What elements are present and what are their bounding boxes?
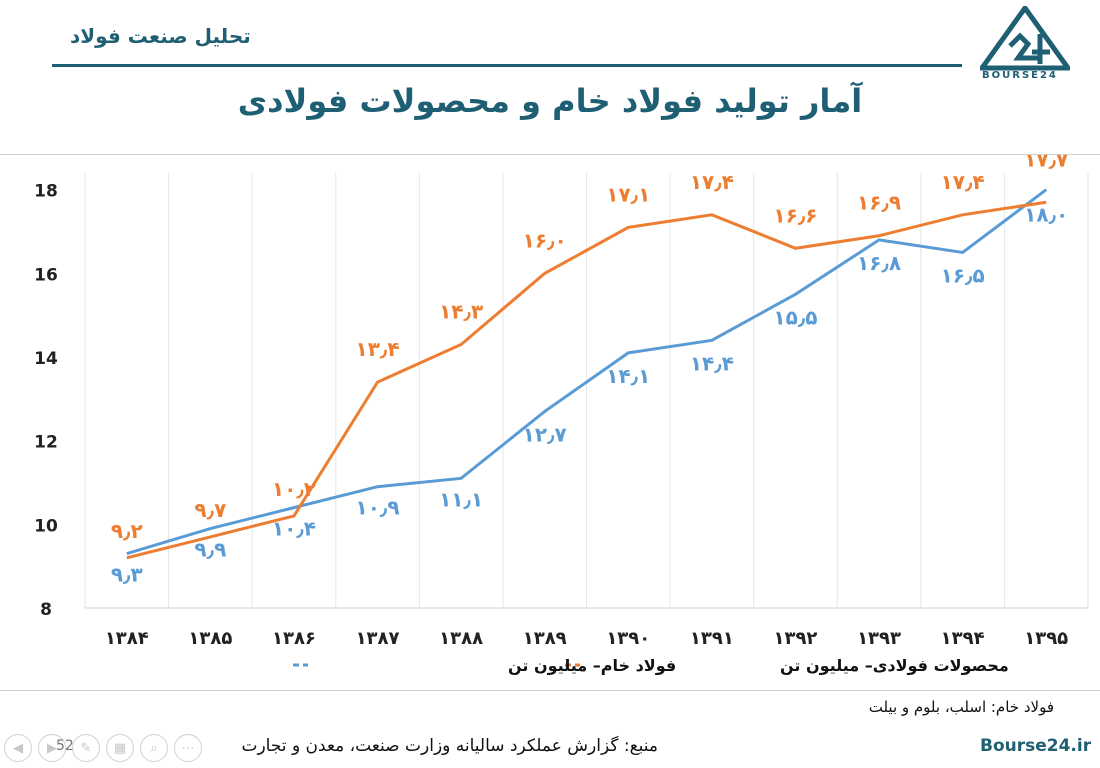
data-label: ۱۴٫۴ [690, 351, 734, 375]
next-icon[interactable]: ▶ [38, 734, 66, 762]
source-note: منبع: گزارش عملکرد سالیانه وزارت صنعت، م… [241, 736, 658, 756]
data-label: ۹٫۹ [194, 538, 226, 562]
x-tick-label: ۱۳۸۸ [439, 628, 483, 649]
data-label: ۱۷٫۴ [690, 170, 734, 194]
x-tick-label: ۱۳۸۹ [523, 628, 567, 649]
data-label: ۱۶٫۰ [523, 228, 567, 252]
site-link[interactable]: Bourse24.ir [980, 736, 1092, 756]
data-label: ۱۶٫۸ [857, 251, 901, 275]
x-tick-label: ۱۳۹۴ [941, 628, 985, 649]
x-tick-label: ۱۳۹۲ [773, 628, 817, 649]
x-tick-label: ۱۳۸۵ [188, 628, 232, 649]
data-label: ۱۲٫۷ [523, 422, 567, 446]
x-tick-label: ۱۳۹۱ [690, 628, 734, 649]
legend-label: فولاد خام– میلیون تن [508, 656, 676, 675]
bourse24-logo [980, 6, 1070, 71]
x-tick-label: ۱۳۹۵ [1024, 628, 1068, 649]
slides-icon[interactable]: ▦ [106, 734, 134, 762]
zoom-icon[interactable]: ⌕ [140, 734, 168, 762]
data-label: ۹٫۳ [111, 563, 143, 587]
data-label: ۱۶٫۶ [773, 203, 817, 227]
x-tick-label: ۱۳۹۰ [606, 628, 650, 649]
line-chart: 8 10 12 14 16 18 ۱۳۸۴ ۱۳۸۵ ۱۳۸۶ ۱۳۸۷ ۱۳۸۸ ۱۳۸۹ ۱۳۹۰ ۱… [34, 155, 1089, 675]
bottom-divider [0, 690, 1100, 691]
x-tick-label: ۱۳۸۶ [272, 628, 316, 649]
x-tick-label: ۱۳۸۷ [356, 628, 400, 649]
data-label: ۱۰٫۹ [355, 496, 399, 520]
data-label: ۱۷٫۴ [941, 170, 985, 194]
top-divider [0, 154, 1100, 155]
pen-icon[interactable]: ✎ [72, 734, 100, 762]
page-title: آمار تولید فولاد خام و محصولات فولادی [237, 82, 863, 120]
y-tick-label: 8 [40, 600, 52, 620]
data-label: ۱۵٫۵ [773, 305, 817, 329]
x-tick-label: ۱۳۸۴ [105, 628, 149, 649]
data-label: ۹٫۲ [111, 519, 143, 543]
series-line [126, 188, 1048, 556]
header-label: تحلیل صنعت فولاد [70, 24, 251, 48]
data-label: ۱۸٫۰ [1024, 203, 1068, 227]
logo-text: BOURSE24 [982, 70, 1058, 81]
prev-icon[interactable]: ◀ [4, 734, 32, 762]
data-label: ۱۴٫۱ [606, 364, 650, 388]
data-label: ۱۳٫۴ [355, 337, 399, 361]
y-tick-label: 10 [34, 516, 58, 536]
x-tick-label: ۱۳۹۳ [857, 628, 901, 649]
more-icon[interactable]: ⋯ [174, 734, 202, 762]
data-label: ۱۶٫۵ [941, 263, 985, 287]
data-label: ۱۱٫۱ [439, 487, 483, 511]
legend-label: محصولات فولادی– میلیون تن [780, 656, 1009, 675]
data-label: ۹٫۷ [194, 498, 226, 522]
y-tick-label: 14 [34, 349, 58, 369]
page-number: 52 [56, 738, 74, 754]
data-label: ۱۷٫۷ [1024, 155, 1068, 171]
y-tick-label: 18 [34, 182, 58, 202]
header-divider [52, 64, 962, 67]
series-line [126, 200, 1047, 560]
footnote: فولاد خام: اسلب، بلوم و بیلت [868, 698, 1054, 716]
data-label: ۱۷٫۱ [606, 182, 650, 206]
data-label: ۱۴٫۳ [439, 299, 483, 323]
data-label: ۱۶٫۹ [857, 191, 901, 215]
y-tick-label: 12 [34, 433, 58, 453]
data-label: ۱۰٫۲ [272, 477, 316, 501]
y-tick-label: 16 [34, 265, 58, 285]
presentation-nav: ◀ ▶ ✎ ▦ ⌕ ⋯ [4, 734, 202, 762]
